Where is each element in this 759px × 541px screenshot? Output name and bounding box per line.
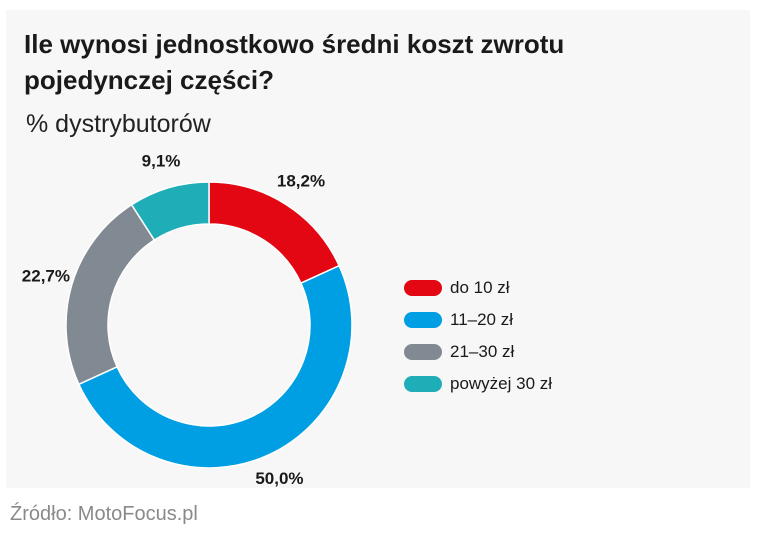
legend-item-1: do 10 zł [404, 272, 552, 304]
legend-label: 21–30 zł [450, 342, 515, 361]
legend-item-2: 11–20 zł [404, 304, 552, 336]
donut-slice-3 [65, 203, 156, 386]
donut-slices [65, 181, 353, 469]
legend-swatch [404, 376, 442, 392]
data-label-2: 50,0% [255, 469, 303, 488]
chart-title: Ile wynosi jednostkowo średni koszt zwro… [24, 29, 565, 95]
legend-label: powyżej 30 zł [450, 374, 553, 393]
legend-swatch [404, 312, 442, 328]
chart-card: Ile wynosi jednostkowo średni koszt zwro… [6, 10, 750, 488]
data-label-4: 9,1% [142, 151, 181, 170]
legend-item-3: 21–30 zł [404, 336, 552, 368]
legend: do 10 zł 11–20 zł 21–30 zł powyżej 30 zł [404, 272, 552, 400]
donut-slice-1 [208, 181, 341, 285]
legend-swatch [404, 280, 442, 296]
data-label-1: 18,2% [277, 172, 325, 191]
legend-item-4: powyżej 30 zł [404, 368, 552, 400]
legend-label: do 10 zł [450, 278, 510, 297]
data-label-3: 22,7% [22, 267, 70, 286]
legend-label: 11–20 zł [450, 310, 514, 329]
donut-slice-2 [77, 264, 353, 469]
donut-slice-4 [130, 181, 210, 242]
chart-subtitle: % dystrybutorów [26, 110, 211, 138]
donut-chart: 18,2% 50,0% 22,7% 9,1% [22, 151, 353, 488]
source-note: Źródło: MotoFocus.pl [10, 503, 198, 525]
legend-swatch [404, 344, 442, 360]
data-labels: 18,2% 50,0% 22,7% 9,1% [22, 151, 325, 488]
